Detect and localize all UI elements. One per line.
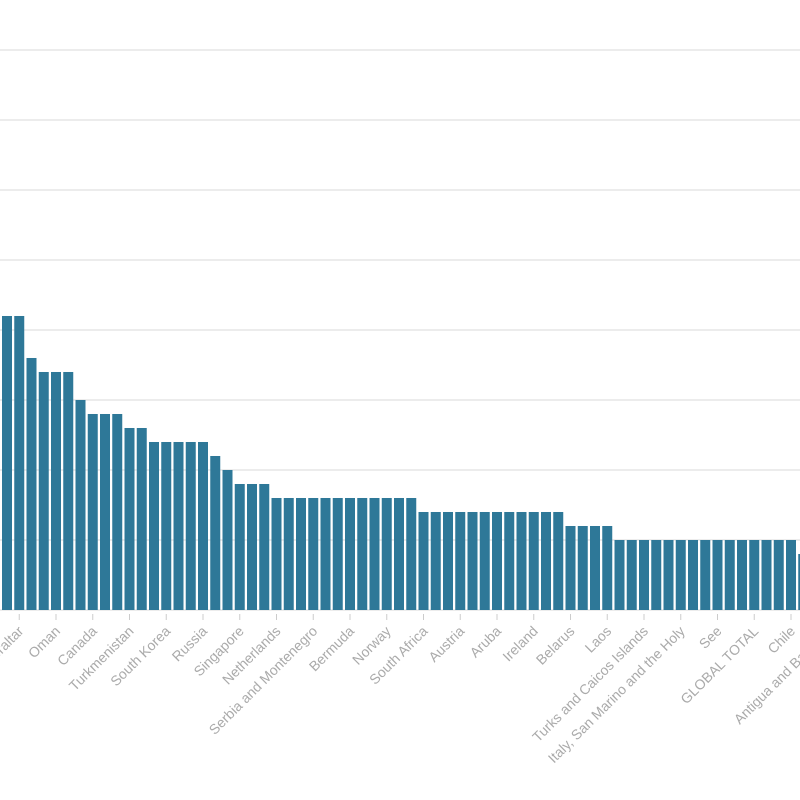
bar xyxy=(614,539,625,610)
bar xyxy=(136,427,147,610)
bar xyxy=(259,483,270,610)
bar xyxy=(602,525,613,610)
bar xyxy=(565,525,576,610)
bar xyxy=(308,497,319,610)
bar xyxy=(357,497,368,610)
bar xyxy=(528,511,539,610)
bar xyxy=(320,497,331,610)
bar xyxy=(406,497,417,610)
bar xyxy=(2,315,12,610)
bar xyxy=(369,497,380,610)
bar xyxy=(504,511,515,610)
bar xyxy=(283,497,294,610)
bar xyxy=(14,315,25,610)
x-tick-label: Gibraltar xyxy=(0,623,27,673)
bar xyxy=(185,441,196,610)
bar xyxy=(173,441,184,610)
bar xyxy=(381,497,392,610)
bar xyxy=(651,539,662,610)
bar xyxy=(234,483,245,610)
x-tick-label: Laos xyxy=(582,623,615,656)
x-tick-label: Chile xyxy=(764,623,798,657)
bar xyxy=(663,539,674,610)
x-tick-label: Aruba xyxy=(466,623,504,661)
bar xyxy=(63,371,74,610)
bar xyxy=(577,525,588,610)
bar xyxy=(332,497,343,610)
bar xyxy=(149,441,159,610)
bar xyxy=(87,413,98,610)
bar xyxy=(198,441,208,610)
bar xyxy=(296,497,306,610)
bar xyxy=(161,441,172,610)
bar xyxy=(749,539,760,610)
bar xyxy=(688,539,698,610)
bar xyxy=(675,539,686,610)
bar xyxy=(626,539,637,610)
bar xyxy=(761,539,772,610)
bar xyxy=(773,539,784,610)
bar xyxy=(271,497,282,610)
bar xyxy=(75,399,86,610)
bar xyxy=(553,511,564,610)
bar xyxy=(124,427,135,610)
bar xyxy=(418,511,429,610)
x-tick-label: Belarus xyxy=(533,623,578,668)
x-tick-label: Austria xyxy=(425,623,467,665)
bar xyxy=(639,539,649,610)
bar xyxy=(541,511,551,610)
bar xyxy=(479,511,490,610)
bar xyxy=(112,413,123,610)
bar xyxy=(247,483,257,610)
bar xyxy=(210,455,221,610)
bar xyxy=(443,511,453,610)
bar xyxy=(26,357,37,610)
bar xyxy=(455,511,466,610)
bar xyxy=(467,511,478,610)
bar xyxy=(712,539,723,610)
bar xyxy=(51,371,61,610)
bar xyxy=(345,497,355,610)
bar xyxy=(700,539,711,610)
bar xyxy=(394,497,404,610)
x-tick-label: See xyxy=(696,623,725,652)
bar xyxy=(100,413,110,610)
bar xyxy=(590,525,600,610)
bar xyxy=(786,539,796,610)
bar xyxy=(430,511,441,610)
bar xyxy=(492,511,502,610)
bar xyxy=(724,539,735,610)
bar xyxy=(737,539,747,610)
bar xyxy=(516,511,527,610)
bar xyxy=(222,469,233,610)
bar xyxy=(798,553,800,610)
bar xyxy=(38,371,49,610)
